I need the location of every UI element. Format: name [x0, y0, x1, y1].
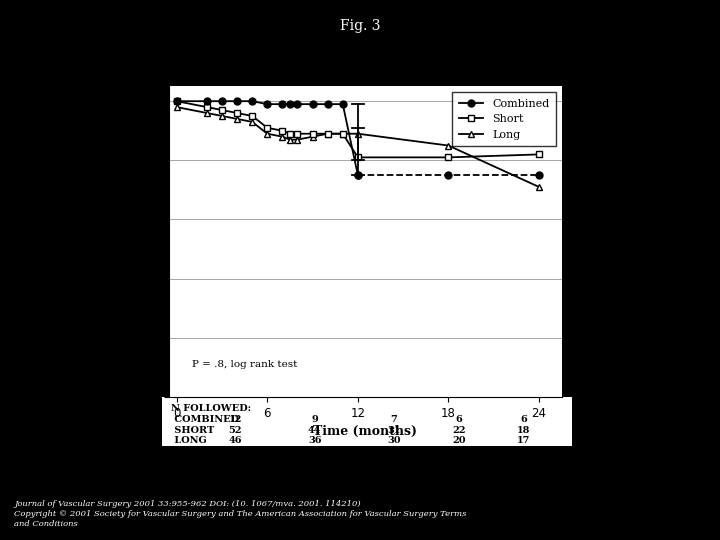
Long: [217, 113, 226, 119]
Short: [248, 113, 256, 119]
Text: 6: 6: [455, 415, 462, 424]
Combined: [308, 101, 317, 107]
Combined: [217, 98, 226, 104]
Short: [338, 131, 347, 137]
Long: [444, 143, 453, 149]
Short: [293, 131, 302, 137]
Text: 31: 31: [387, 426, 400, 435]
Long: [535, 184, 544, 190]
Text: and Conditions: and Conditions: [14, 520, 78, 528]
Text: 6: 6: [520, 415, 527, 424]
Text: 18: 18: [517, 426, 530, 435]
Long: [263, 131, 271, 137]
Short: [354, 154, 362, 160]
Short: [233, 110, 241, 116]
Short: [172, 98, 181, 104]
Short: [323, 131, 332, 137]
Text: 20: 20: [452, 436, 465, 446]
Combined: [354, 172, 362, 178]
Text: 7: 7: [390, 415, 397, 424]
Text: 36: 36: [308, 436, 321, 446]
Short: [308, 131, 317, 137]
Text: 9: 9: [311, 415, 318, 424]
Combined: [202, 98, 211, 104]
Short: [278, 127, 287, 134]
Legend: Combined, Short, Long: Combined, Short, Long: [452, 92, 556, 146]
Text: 12: 12: [229, 415, 242, 424]
Combined: [248, 98, 256, 104]
Line: Combined: Combined: [174, 98, 361, 179]
Text: Journal of Vascular Surgery 2001 33:955-962 DOI: (10. 1067/mva. 2001. 114210): Journal of Vascular Surgery 2001 33:955-…: [14, 500, 361, 508]
Long: [338, 131, 347, 137]
Text: Copyright © 2001 Society for Vascular Surgery and The American Association for V: Copyright © 2001 Society for Vascular Su…: [14, 510, 467, 518]
Long: [308, 133, 317, 140]
Combined: [278, 101, 287, 107]
Text: 44: 44: [308, 426, 321, 435]
Text: 22: 22: [452, 426, 465, 435]
Text: N FOLLOWED:: N FOLLOWED:: [171, 404, 251, 413]
Long: [293, 137, 302, 143]
Combined: [286, 101, 294, 107]
Long: [172, 104, 181, 110]
Short: [286, 131, 294, 137]
Combined: [293, 101, 302, 107]
Long: [286, 137, 294, 143]
Combined: [323, 101, 332, 107]
Short: [535, 151, 544, 158]
X-axis label: Time (months): Time (months): [313, 425, 418, 438]
Short: [444, 154, 453, 160]
Long: [323, 131, 332, 137]
Combined: [233, 98, 241, 104]
Long: [202, 110, 211, 116]
Line: Long: Long: [174, 104, 542, 191]
Long: [233, 116, 241, 122]
Text: 30: 30: [387, 436, 400, 446]
Text: LONG: LONG: [171, 436, 207, 446]
Short: [202, 104, 211, 110]
Text: 17: 17: [517, 436, 530, 446]
Long: [248, 119, 256, 125]
Line: Short: Short: [174, 98, 542, 161]
Short: [217, 107, 226, 113]
Y-axis label: Primary patency (%): Primary patency (%): [119, 174, 132, 309]
Text: SHORT: SHORT: [171, 426, 214, 435]
Combined: [172, 98, 181, 104]
Long: [278, 133, 287, 140]
Text: COMBINED: COMBINED: [171, 415, 238, 424]
Combined: [338, 101, 347, 107]
Combined: [263, 101, 271, 107]
Short: [263, 125, 271, 131]
Text: 46: 46: [229, 436, 242, 446]
Text: P = .8, log rank test: P = .8, log rank test: [192, 360, 297, 369]
Text: 52: 52: [229, 426, 242, 435]
Long: [354, 131, 362, 137]
Text: Fig. 3: Fig. 3: [340, 19, 380, 33]
